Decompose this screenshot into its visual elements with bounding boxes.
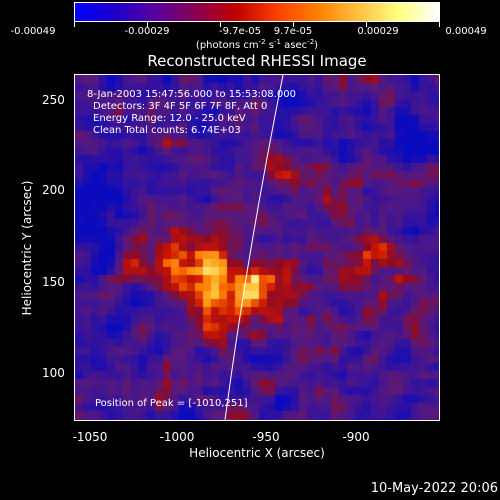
y-tick-label: 150 — [42, 275, 65, 289]
colorbar-units: (photons cm-2 s-1 asec-2) — [195, 38, 319, 51]
colorbar-tick-label: -0.00049 — [10, 26, 56, 37]
x-tick-label: -1000 — [159, 430, 195, 444]
x-tick-label: -1050 — [72, 430, 108, 444]
x-tick-label: -900 — [342, 430, 370, 444]
detectors-text: Detectors: 3F 4F 5F 6F 7F 8F, Att 0 — [93, 101, 268, 112]
colorbar-tick-label: 0.00029 — [357, 26, 399, 37]
colorbar-tick — [366, 22, 367, 27]
x-axis-label: Heliocentric X (arcsec) — [189, 446, 325, 460]
solar-limb-line — [224, 75, 284, 420]
rhessi-image — [75, 75, 439, 420]
colorbar-tick — [293, 22, 294, 27]
colorbar-tick — [220, 22, 221, 27]
timestamp: 10-May-2022 20:06 — [370, 481, 498, 496]
colorbar-tick — [147, 22, 148, 27]
colorbar-tick — [74, 22, 75, 27]
clean-counts-text: Clean Total counts: 6.74E+03 — [93, 125, 241, 136]
y-tick-label: 100 — [42, 366, 65, 380]
x-tick-label: -950 — [252, 430, 280, 444]
colorbar-tick — [439, 22, 440, 27]
y-tick-label: 250 — [42, 93, 65, 107]
time-range-text: 8-Jan-2003 15:47:56.000 to 15:53:08.000 — [87, 89, 296, 100]
y-axis-label: Heliocentric Y (arcsec) — [20, 180, 34, 316]
colorbar-gradient — [74, 2, 440, 22]
colorbar-tick-label: 0.00049 — [445, 26, 487, 37]
energy-range-text: Energy Range: 12.0 - 25.0 keV — [93, 113, 246, 124]
colorbar-tick-label: -9.7e-05 — [219, 26, 261, 37]
peak-position-text: Position of Peak = [-1010,251] — [95, 398, 248, 409]
image-frame: 8-Jan-2003 15:47:56.000 to 15:53:08.000 … — [74, 74, 440, 421]
y-tick-label: 200 — [42, 183, 65, 197]
colorbar-tick-label: 9.7e-05 — [273, 26, 313, 37]
plot-title: Reconstructed RHESSI Image — [147, 52, 367, 70]
colorbar-tick-label: -0.00029 — [124, 26, 170, 37]
limb-overlay — [224, 75, 284, 420]
